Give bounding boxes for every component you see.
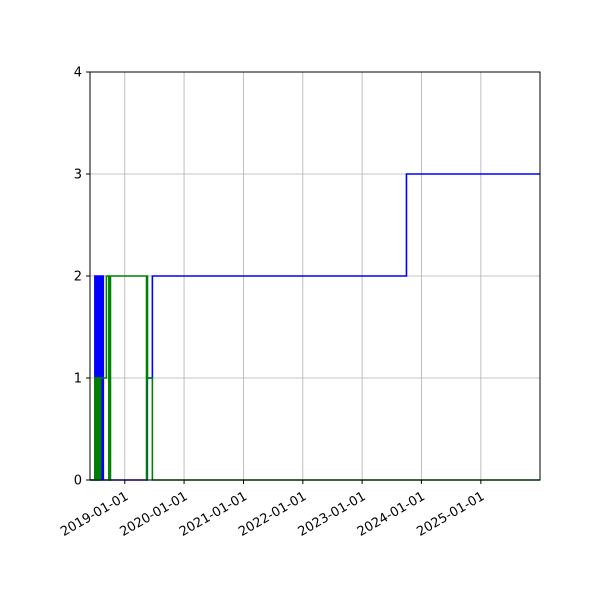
y-tick-label: 4 — [74, 66, 82, 81]
y-tick-label: 3 — [74, 168, 82, 183]
y-tick-label: 1 — [74, 372, 82, 387]
y-tick-label: 2 — [74, 270, 82, 285]
y-tick-label: 0 — [74, 474, 82, 489]
